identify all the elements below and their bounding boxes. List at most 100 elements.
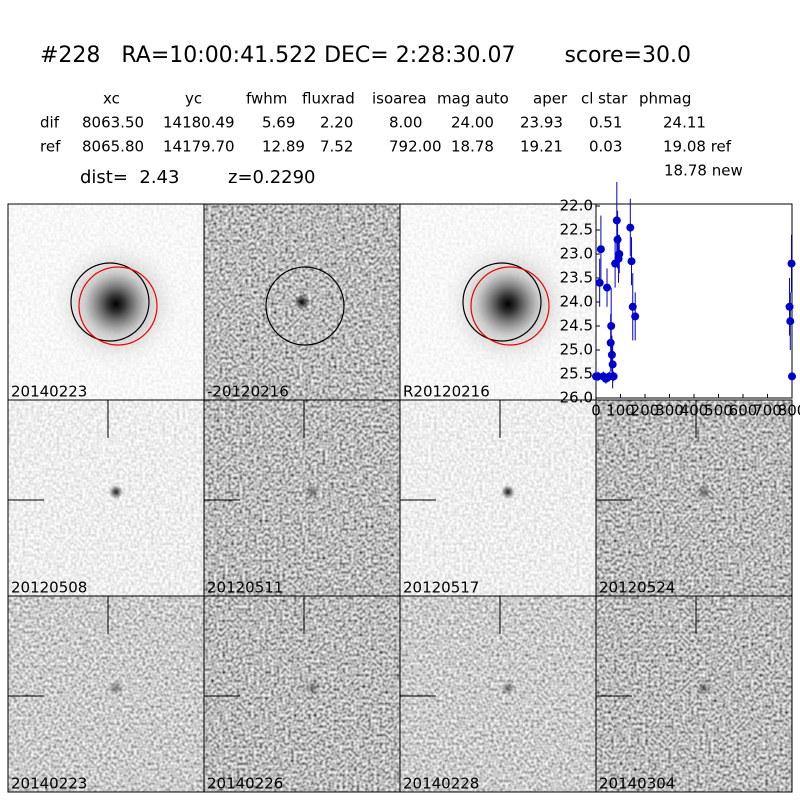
panel-noise [596,400,792,596]
table-cell: 0.51 [589,114,622,132]
panel-noise [8,400,204,596]
y-tick-label: 23.5 [560,269,593,287]
table-cell: 0.03 [589,138,622,156]
table-cell: 8065.80 [82,138,144,156]
table-cell: 5.69 [262,114,295,132]
point [607,322,616,330]
x-tick-label: 200 [631,402,660,420]
aperture-ref [70,262,150,342]
aperture-new [470,266,550,346]
x-tick-label: 600 [729,402,758,420]
table-cell: 19.21 [520,138,563,156]
panel-label: 20140223 [11,775,87,793]
point [612,216,621,225]
source [109,485,123,499]
image-panel: 20120524 [595,399,793,597]
table-cell: 23.93 [520,114,563,132]
table-cell: 8.00 [389,114,422,132]
x-tick-label: 0 [591,402,601,420]
panel-label: 20120511 [207,579,283,597]
point [786,317,795,326]
y-tick-label: 24.5 [560,317,593,335]
galaxy [438,234,578,374]
image-panel: 20140228 [399,595,597,793]
table-cell: 19.08 ref [663,138,732,156]
table-cell: 24.11 [663,114,706,132]
x-tick-label: 700 [753,402,782,420]
column-header: fluxrad [302,90,355,108]
point [631,312,640,321]
aperture-ref [462,262,542,342]
x-tick-label: 300 [655,402,684,420]
x-tick-label: 400 [680,402,709,420]
point [603,283,612,292]
image-panel: -20120216 [203,203,401,401]
point [595,278,604,287]
source [501,681,515,695]
source [305,485,319,499]
column-header: mag auto [437,90,509,108]
source [697,485,711,499]
aperture-ref [265,266,345,346]
column-header: yc [185,90,202,108]
table-cell: dif [40,114,60,132]
y-tick-label: 25.0 [560,341,593,359]
title: #228 RA=10:00:41.522 DEC= 2:28:30.07 sco… [40,43,691,68]
image-panel: 20120517 [399,399,597,597]
image-panel: 20120511 [203,399,401,597]
image-panel: 20120508 [7,399,205,597]
y-tick-label: 25.5 [560,365,593,383]
point [596,245,605,254]
redshift: z=0.2290 [228,167,316,188]
panel-label: 20120517 [403,579,479,597]
source [305,681,319,695]
x-tick-label: 500 [704,402,733,420]
panel-label: 20140228 [403,775,479,793]
table-cell: 2.20 [320,114,353,132]
point [785,302,794,311]
point [626,223,635,232]
image-panel: R20120216 [399,203,597,401]
table-cell: 12.89 [262,138,305,156]
table-cell: 8063.50 [82,114,144,132]
panel-label: 20140226 [207,775,283,793]
point [613,235,622,244]
image-panel: 20140226 [203,595,401,793]
y-tick-label: 26.0 [560,389,593,407]
column-header: xc [103,90,120,108]
table-cell: 7.52 [320,138,353,156]
table-cell: 24.00 [451,114,494,132]
image-panel: 20140223 [7,203,205,401]
x-tick-label: 100 [606,402,635,420]
point [787,259,796,268]
column-header: cl star [581,90,628,108]
column-header: phmag [639,90,691,108]
panel-label: 20120508 [11,579,87,597]
residual [294,294,310,310]
source [501,485,515,499]
y-tick-label: 22.5 [560,221,593,239]
column-header: fwhm [246,90,287,108]
point [607,350,616,359]
point [608,360,617,369]
image-panel: 20140223 [7,595,205,793]
panel-label: R20120216 [403,383,490,401]
panel-noise [204,400,400,596]
table-cell: 14179.70 [163,138,235,156]
y-tick-label: 23.0 [560,245,593,263]
panel-noise [8,596,204,792]
x-tick-label: 800 [778,402,800,420]
aperture-new [78,266,158,346]
table-note: 18.78 new [664,162,743,180]
dist: dist= 2.43 [80,167,179,188]
point [609,372,618,381]
panel-label: 20140223 [11,383,87,401]
point [627,257,636,266]
y-tick-label: 22.0 [560,197,593,215]
panels: 20140223 -20120216 R20120216 20120508 201205… [7,203,793,793]
table-cell: ref [40,138,61,156]
source [109,681,123,695]
table-cell: 18.78 [451,138,494,156]
table-cell: 14180.49 [163,114,235,132]
